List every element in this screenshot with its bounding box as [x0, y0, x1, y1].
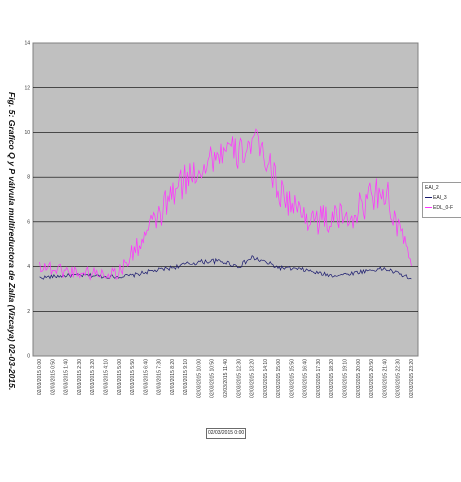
gridlines — [33, 87, 418, 312]
x-tick-label: 02/03/2015 13:20 — [250, 359, 256, 398]
x-tick-label: 02/03/2015 22:30 — [396, 359, 402, 398]
legend-swatch-edl0f — [425, 207, 432, 209]
x-tick-label: 02/03/2015 21:40 — [382, 359, 388, 398]
x-tick-label: 02/03/2015 10:50 — [210, 359, 216, 398]
legend: EAI_2 EAI_3 EDL_0-F — [422, 182, 461, 218]
x-tick-label: 02/03/2015 23:20 — [409, 359, 415, 398]
x-tick-label: 02/03/2015 0:00 — [37, 359, 43, 395]
x-tick-label: 02/03/2015 1:40 — [64, 359, 70, 395]
x-axis: 02/03/2015 0:00 02/03/2015 0:50 02/03/2015… — [37, 359, 415, 398]
x-tick-label: 02/03/2015 10:00 — [196, 359, 202, 398]
x-tick-label: 02/03/2015 20:50 — [369, 359, 375, 398]
x-tick-label: 02/03/2015 14:10 — [263, 359, 269, 398]
x-tick-label: 02/03/2015 18:20 — [329, 359, 335, 398]
legend-swatch-eai3 — [425, 197, 432, 199]
x-tick-label: 02/03/2015 19:10 — [342, 359, 348, 398]
x-tick-label: 02/03/2015 2:30 — [77, 359, 83, 395]
legend-title: EAI_2 — [425, 185, 439, 191]
x-tick-label: 02/03/2015 20:00 — [356, 359, 362, 398]
y-tick-label: 0 — [27, 354, 30, 360]
legend-item-eai3: EAI_3 — [425, 195, 447, 202]
x-tick-label: 02/03/2015 6:40 — [143, 359, 149, 395]
x-tick-label: 02/03/2015 15:00 — [276, 359, 282, 398]
y-tick-label: 10 — [24, 130, 30, 136]
x-tick-label: 02/03/2015 9:10 — [183, 359, 189, 395]
series-line-edl-0-f — [39, 128, 412, 281]
x-axis-title: 02/03/2015 0:00 — [206, 428, 247, 439]
x-tick-label: 02/03/2015 5:00 — [117, 359, 123, 395]
y-tick-label: 12 — [24, 85, 30, 91]
x-tick-label: 02/03/2015 5:50 — [130, 359, 136, 395]
y-axis: 0 2 4 6 8 10 12 14 — [24, 41, 30, 360]
y-tick-label: 2 — [27, 309, 30, 315]
legend-item-edl0f: EDL_0-F — [425, 205, 453, 212]
x-tick-label: 02/03/2015 7:30 — [157, 359, 163, 395]
plot-area — [32, 42, 419, 357]
y-tick-label: 6 — [27, 219, 30, 225]
series-line-eai-3 — [39, 255, 412, 280]
x-tick-label: 02/03/2015 11:40 — [223, 359, 229, 398]
series-lines — [39, 128, 412, 281]
x-tick-label: 02/03/2015 3:20 — [90, 359, 96, 395]
y-tick-label: 8 — [27, 175, 30, 181]
x-tick-label: 02/03/2015 15:50 — [289, 359, 295, 398]
y-tick-label: 14 — [24, 41, 30, 47]
y-tick-label: 4 — [27, 264, 30, 270]
x-tick-label: 02/03/2015 4:10 — [104, 359, 110, 395]
x-tick-label: 02/03/2015 16:40 — [303, 359, 309, 398]
legend-label-edl0f: EDL_0-F — [433, 205, 454, 211]
x-tick-label: 02/03/2015 8:20 — [170, 359, 176, 395]
legend-label-eai3: EAI_3 — [433, 195, 447, 201]
x-tick-label: 02/03/2015 17:30 — [316, 359, 322, 398]
x-tick-label: 02/03/2015 0:50 — [50, 359, 56, 395]
x-tick-label: 02/03/2015 12:30 — [236, 359, 242, 398]
